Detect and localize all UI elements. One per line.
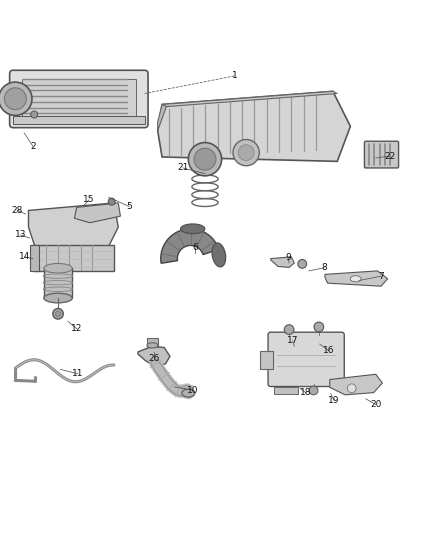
Text: 6: 6 (192, 243, 198, 252)
Polygon shape (158, 104, 166, 131)
Text: 2: 2 (30, 142, 35, 150)
Circle shape (284, 325, 294, 334)
Text: 26: 26 (148, 354, 160, 363)
Circle shape (194, 148, 216, 170)
Polygon shape (162, 91, 337, 107)
Bar (30, 245, 39, 271)
Text: 22: 22 (384, 151, 396, 160)
Text: 10: 10 (187, 385, 198, 394)
Text: 11: 11 (72, 369, 84, 378)
Polygon shape (158, 91, 350, 161)
Bar (147, 338, 158, 347)
Polygon shape (74, 203, 120, 223)
Bar (13, 116, 145, 124)
Circle shape (233, 140, 259, 166)
Circle shape (347, 384, 356, 393)
Circle shape (31, 111, 38, 118)
Polygon shape (330, 374, 382, 395)
Text: 16: 16 (323, 346, 334, 355)
FancyBboxPatch shape (364, 141, 399, 168)
Text: 13: 13 (15, 230, 26, 239)
Circle shape (314, 322, 324, 332)
Text: 7: 7 (378, 272, 384, 281)
Circle shape (4, 88, 26, 110)
Ellipse shape (182, 389, 195, 397)
Text: 8: 8 (321, 263, 327, 272)
FancyBboxPatch shape (268, 332, 344, 386)
Polygon shape (138, 346, 170, 366)
Ellipse shape (147, 343, 158, 348)
Polygon shape (161, 229, 219, 263)
Bar (22, 79, 136, 116)
Bar (44, 268, 72, 298)
Ellipse shape (212, 243, 226, 267)
Circle shape (53, 309, 63, 319)
Ellipse shape (350, 276, 361, 282)
Text: 15: 15 (83, 196, 95, 205)
Circle shape (309, 386, 318, 395)
Polygon shape (325, 271, 388, 286)
Ellipse shape (44, 293, 72, 303)
Polygon shape (271, 257, 294, 268)
Circle shape (108, 198, 115, 205)
Circle shape (55, 311, 60, 317)
Circle shape (238, 145, 254, 160)
Text: 14: 14 (19, 252, 31, 261)
Text: 9: 9 (285, 253, 291, 262)
Text: 19: 19 (328, 395, 339, 405)
Ellipse shape (180, 224, 205, 233)
Text: 5: 5 (126, 202, 132, 211)
Text: 18: 18 (300, 388, 311, 397)
Ellipse shape (44, 263, 72, 273)
Text: 17: 17 (287, 336, 298, 345)
Bar (260, 351, 273, 368)
Text: 21: 21 (177, 164, 189, 173)
Bar (274, 387, 298, 393)
FancyBboxPatch shape (10, 70, 148, 128)
Text: 20: 20 (370, 400, 381, 409)
Polygon shape (28, 203, 118, 253)
Circle shape (298, 260, 307, 268)
Circle shape (0, 82, 32, 115)
Circle shape (188, 142, 222, 176)
Text: 12: 12 (71, 324, 82, 333)
Text: 28: 28 (12, 206, 23, 215)
Bar (33, 245, 114, 271)
Text: 1: 1 (231, 71, 237, 80)
